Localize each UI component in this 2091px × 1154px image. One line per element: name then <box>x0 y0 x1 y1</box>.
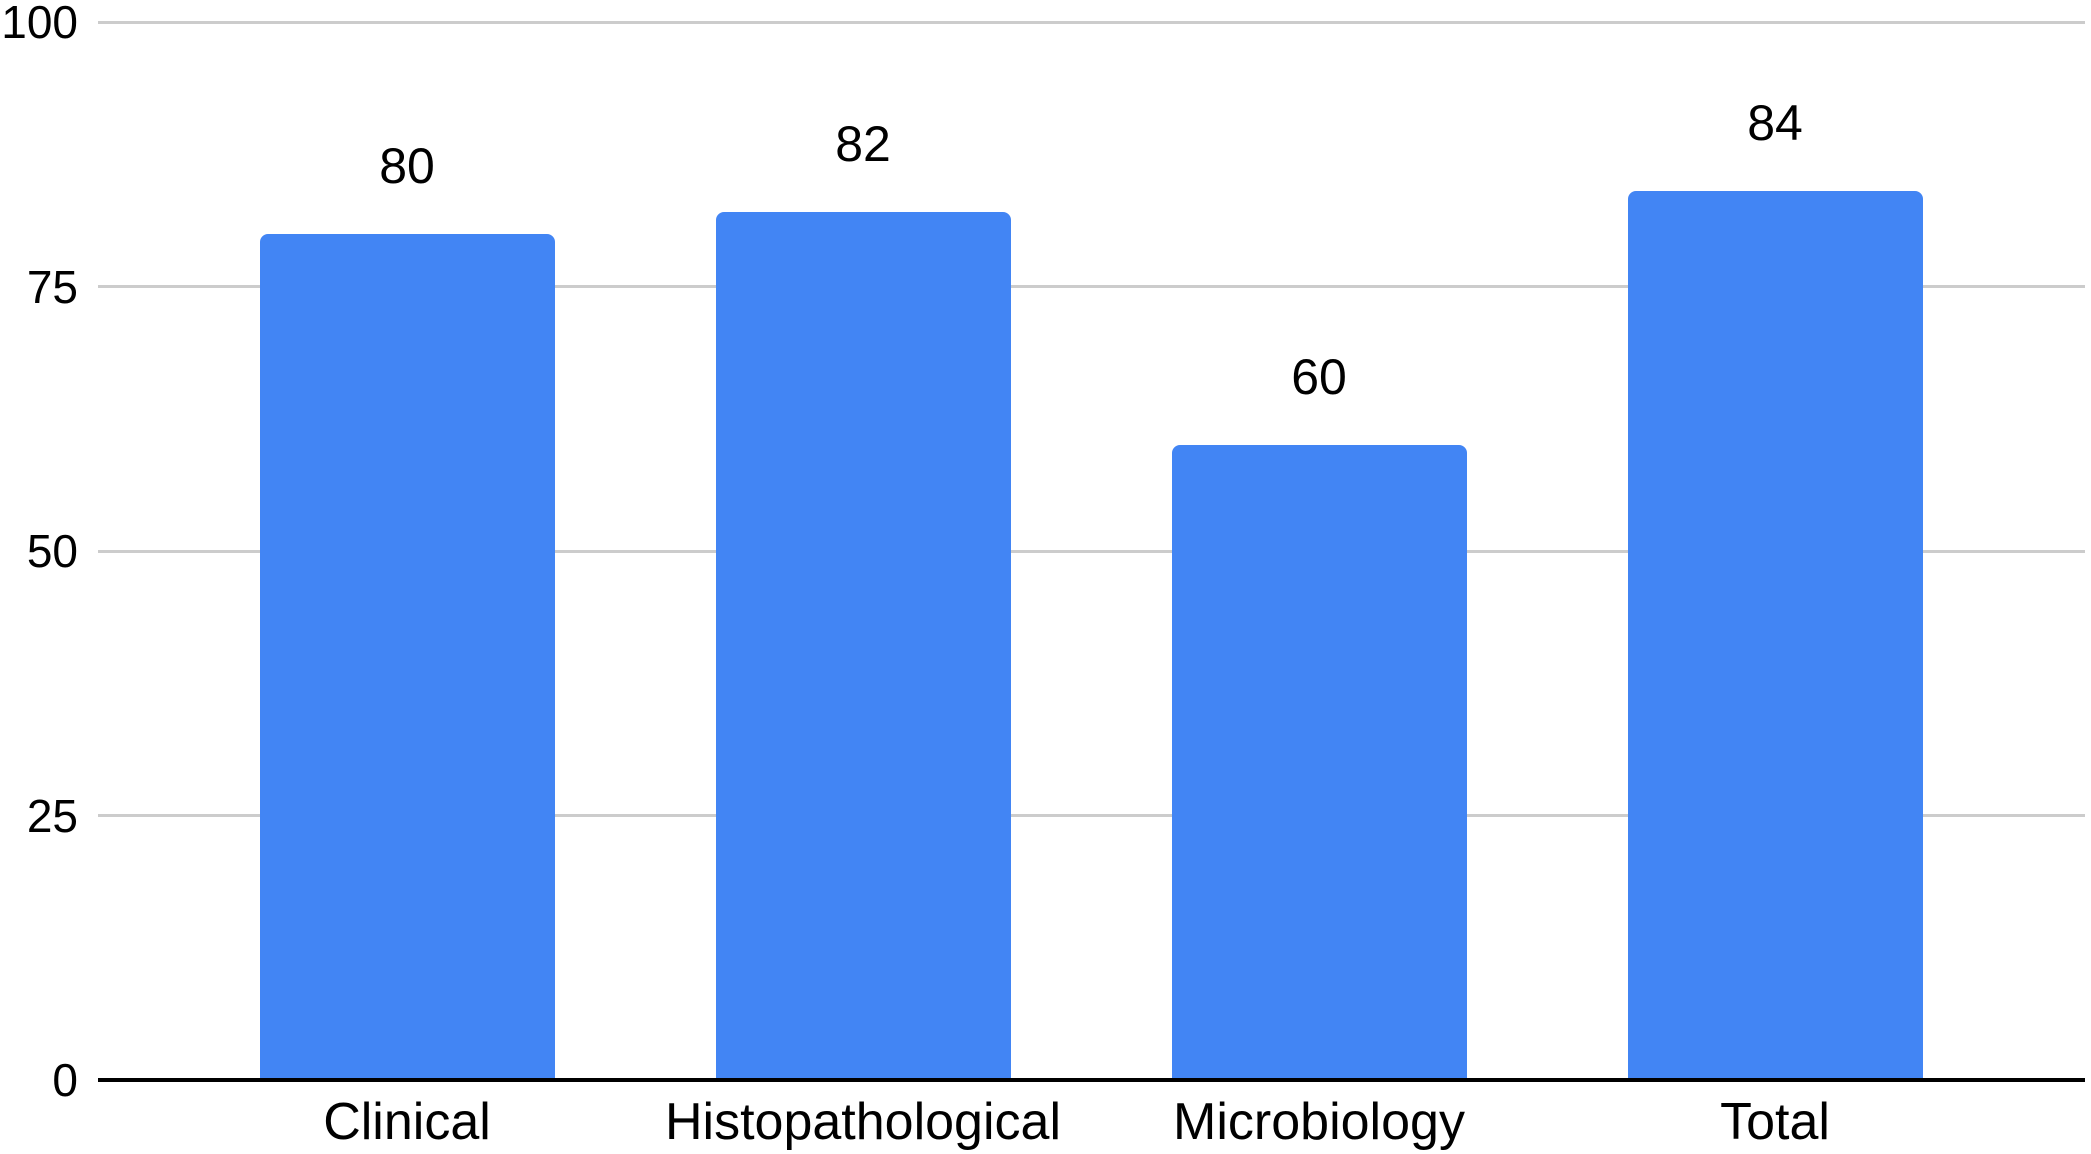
value-label-histopathological: 82 <box>835 116 891 173</box>
gridline-100 <box>98 20 2085 24</box>
category-label-microbiology: Microbiology <box>1173 1093 1465 1151</box>
gridline-75 <box>98 285 2085 288</box>
y-tick-label-25: 25 <box>26 789 78 842</box>
bar-microbiology <box>1171 445 1467 1080</box>
y-tick-label-0: 0 <box>52 1054 78 1106</box>
y-tick-label-50: 50 <box>26 525 78 577</box>
gridline-25 <box>98 814 2085 817</box>
gridline-50 <box>98 549 2085 553</box>
value-label-microbiology: 60 <box>1291 349 1347 406</box>
value-label-clinical: 80 <box>379 137 435 194</box>
category-label-histopathological: Histopathological <box>664 1093 1062 1151</box>
category-label-clinical: Clinical <box>323 1093 491 1151</box>
x-axis-line <box>98 1078 2085 1082</box>
bar-histopathological <box>715 212 1011 1080</box>
value-label-total: 84 <box>1747 95 1803 152</box>
category-label-total: Total <box>1720 1093 1830 1151</box>
bar-clinical <box>259 233 555 1080</box>
y-tick-label-100: 100 <box>1 0 78 48</box>
bar-total <box>1627 191 1923 1080</box>
y-tick-label-75: 75 <box>26 260 78 313</box>
